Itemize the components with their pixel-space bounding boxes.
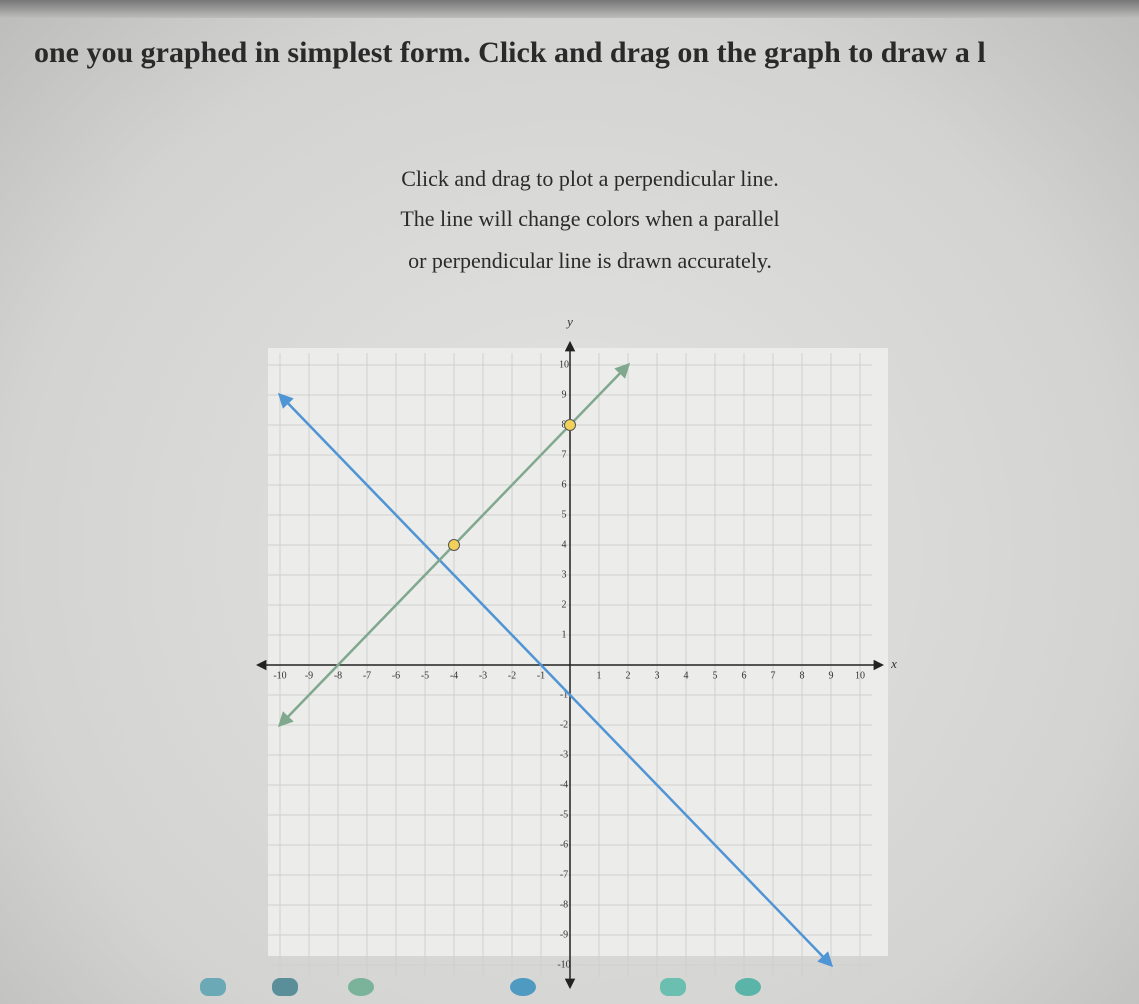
x-tick-label: -8 [334, 670, 342, 681]
x-tick-label: -6 [392, 670, 400, 681]
x-tick-label: -2 [508, 670, 516, 681]
x-tick-label: 10 [855, 670, 865, 681]
instruction: The line will change colors when a paral… [400, 206, 780, 231]
y-tick-label: -3 [560, 749, 568, 760]
instruction: or perpendicular line is drawn accuratel… [408, 248, 772, 273]
x-tick-label: 8 [800, 670, 805, 681]
y-tick-label: 2 [562, 599, 567, 610]
question-text: one you graphed in simplest form. Click … [34, 36, 986, 69]
y-tick-label: 5 [562, 509, 567, 520]
y-tick-label: 3 [562, 569, 567, 580]
x-tick-label: 3 [655, 670, 660, 681]
y-tick-label: 9 [562, 389, 567, 400]
y-tick-label: 1 [562, 629, 567, 640]
line-handle[interactable] [564, 419, 576, 431]
y-tick-label: -2 [560, 719, 568, 730]
x-tick-label: 6 [742, 670, 747, 681]
graph-area[interactable] [268, 348, 888, 956]
line-handle[interactable] [448, 539, 460, 551]
tool-icon[interactable] [348, 978, 374, 996]
y-tick-label: 10 [559, 359, 569, 370]
tool-icon[interactable] [660, 978, 686, 996]
x-tick-label: -1 [537, 670, 545, 681]
x-tick-label: 1 [597, 670, 602, 681]
x-tick-label: 2 [626, 670, 631, 681]
instruction: Click and drag to plot a perpendicular l… [401, 166, 779, 191]
tool-icon[interactable] [510, 978, 536, 996]
x-tick-label: -4 [450, 670, 458, 681]
tool-icon[interactable] [200, 978, 226, 996]
x-axis-label: x [890, 656, 897, 671]
x-tick-label: -9 [305, 670, 313, 681]
y-tick-label: -6 [560, 839, 568, 850]
x-tick-label: 7 [771, 670, 776, 681]
tool-icon[interactable] [735, 978, 761, 996]
y-tick-label: 7 [562, 449, 567, 460]
y-tick-label: 6 [562, 479, 567, 490]
x-tick-label: -5 [421, 670, 429, 681]
y-tick-label: -4 [560, 779, 568, 790]
top-bar [0, 0, 1139, 18]
y-tick-label: -5 [560, 809, 568, 820]
x-tick-label: -10 [273, 670, 286, 681]
x-tick-label: -7 [363, 670, 371, 681]
x-tick-label: 9 [829, 670, 834, 681]
tool-icon[interactable] [272, 978, 298, 996]
y-tick-label: 4 [562, 539, 567, 550]
y-axis-label: y [565, 314, 573, 329]
x-tick-label: 4 [684, 670, 689, 681]
y-tick-label: -8 [560, 899, 568, 910]
x-tick-label: -3 [479, 670, 487, 681]
y-tick-label: -9 [560, 929, 568, 940]
y-tick-label: -7 [560, 869, 568, 880]
x-tick-label: 5 [713, 670, 718, 681]
y-tick-label: -10 [557, 959, 570, 970]
